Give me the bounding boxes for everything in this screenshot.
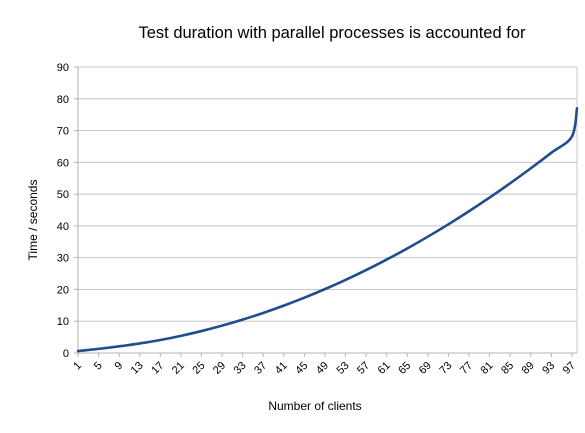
- x-tick-label: 9: [112, 360, 125, 373]
- data-point: [447, 223, 450, 226]
- y-tick-label: 30: [57, 253, 69, 265]
- data-point: [488, 196, 491, 199]
- x-tick-label: 17: [149, 360, 166, 377]
- x-axis-ticks: 1 5 9 13 17 21 25 29 33 37 41 45 49 53 57 61 65 69 73 77 81 8…: [71, 353, 578, 377]
- data-point: [303, 296, 306, 299]
- data-point: [282, 304, 285, 307]
- x-axis-label: Number of clients: [268, 399, 361, 413]
- x-tick-label: 61: [376, 360, 393, 377]
- x-tick-label: 93: [540, 360, 557, 377]
- data-point: [221, 324, 223, 327]
- data-point: [365, 269, 367, 271]
- x-tick-label: 1: [71, 360, 84, 373]
- chart-title: Test duration with parallel processes is…: [138, 24, 526, 42]
- x-tick-label: 29: [211, 360, 228, 377]
- data-point: [138, 342, 141, 345]
- x-tick-label: 53: [334, 360, 351, 377]
- x-tick-label: 81: [479, 360, 496, 377]
- series-line: [76, 107, 579, 353]
- x-tick-label: 21: [170, 360, 187, 377]
- y-axis-ticks: 0 10 20 30 40 50 60 70 80 90: [57, 62, 78, 360]
- data-point: [241, 318, 244, 321]
- x-tick-label: 77: [458, 360, 475, 377]
- data-point: [159, 339, 162, 341]
- data-point: [529, 167, 532, 170]
- x-tick-label: 5: [92, 360, 105, 373]
- data-point: [571, 135, 573, 138]
- y-tick-label: 90: [57, 62, 69, 74]
- data-point: [200, 330, 203, 332]
- x-tick-label: 49: [314, 360, 331, 377]
- data-point: [509, 182, 511, 185]
- x-tick-label: 69: [417, 360, 434, 377]
- y-tick-label: 10: [57, 316, 69, 328]
- y-tick-label: 80: [57, 94, 69, 106]
- y-tick-label: 50: [57, 189, 69, 201]
- data-point: [118, 345, 120, 348]
- x-tick-label: 37: [252, 360, 269, 377]
- data-point: [324, 288, 326, 290]
- data-point: [427, 235, 429, 238]
- data-point: [385, 258, 388, 261]
- x-tick-label: 13: [129, 360, 146, 377]
- x-tick-label: 41: [273, 360, 290, 377]
- y-tick-label: 40: [57, 221, 69, 233]
- y-tick-label: 0: [63, 348, 69, 360]
- y-axis-label: Time / seconds: [26, 180, 40, 261]
- data-point: [262, 312, 264, 314]
- x-tick-label: 65: [396, 360, 413, 377]
- data-point: [468, 210, 470, 213]
- x-tick-label: 45: [293, 360, 310, 377]
- y-tick-label: 70: [57, 126, 69, 138]
- data-point: [344, 279, 347, 281]
- x-tick-label: 33: [232, 360, 249, 377]
- y-tick-label: 20: [57, 284, 69, 296]
- data-point: [576, 107, 578, 110]
- x-tick-label: 25: [190, 360, 207, 377]
- data-point: [97, 348, 100, 350]
- data-point: [406, 247, 409, 250]
- data-point: [550, 152, 553, 154]
- x-tick-label: 89: [520, 360, 537, 377]
- gridlines: [77, 66, 578, 357]
- data-point: [180, 335, 182, 337]
- y-tick-label: 60: [57, 157, 69, 169]
- x-tick-label: 85: [499, 360, 516, 377]
- x-tick-label: 73: [437, 360, 454, 377]
- x-tick-label: 57: [355, 360, 372, 377]
- data-point: [77, 350, 79, 352]
- series-group: [76, 107, 579, 353]
- x-tick-label: 97: [561, 360, 578, 377]
